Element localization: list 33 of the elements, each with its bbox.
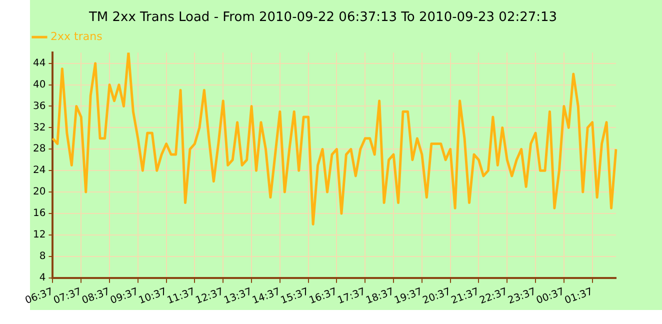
y-tick-label: 20 [32,186,46,198]
x-tick-label: 20:37 [421,286,452,307]
x-tick-label: 15:37 [279,286,310,307]
x-tick-label: 08:37 [80,286,112,307]
x-tick-label: 19:37 [393,286,424,307]
x-tick-label: 18:37 [364,286,396,307]
x-tick-label: 09:37 [109,286,140,307]
x-tick-label: 06:37 [24,286,55,307]
x-tick-label: 21:37 [450,286,481,307]
y-tick-label: 32 [32,122,46,134]
y-tick-label: 12 [32,230,46,241]
x-tick-label: 00:37 [535,286,566,307]
chart-title: TM 2xx Trans Load - From 2010-09-22 06:37:13 To 2010-09-23 02:27:13 [88,10,558,26]
x-tick-label: 11:37 [166,286,197,307]
y-tick-label: 16 [32,208,46,220]
y-tick-label: 40 [32,79,46,90]
x-tick-label: 22:37 [478,286,510,307]
y-tick-label: 4 [39,272,46,284]
y-tick-label: 36 [32,100,46,112]
y-tick-label: 28 [32,144,46,155]
y-tick-label: 24 [32,165,46,176]
y-tick-label: 8 [39,251,46,262]
x-tick-label: 16:37 [308,286,339,307]
x-tick-label: 07:37 [52,286,84,307]
legend-label: 2xx trans [50,30,103,43]
x-tick-label: 13:37 [222,286,254,307]
y-tick-label: 44 [32,58,46,69]
x-tick-label: 23:37 [506,286,538,307]
x-tick-label: 01:37 [563,286,594,307]
x-tick-label: 10:37 [137,286,168,307]
x-tick-label: 12:37 [194,286,226,307]
x-tick-label: 14:37 [251,286,282,307]
x-tick-label: 17:37 [336,286,368,307]
